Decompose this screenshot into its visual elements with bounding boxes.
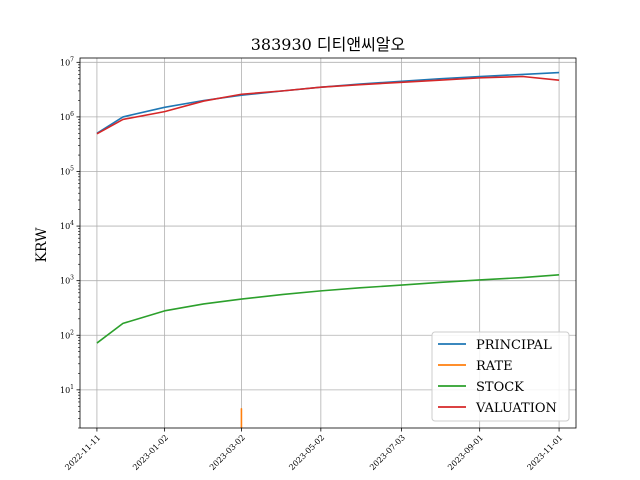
x-tick-label: 2023-07-03 xyxy=(368,433,407,472)
x-tick-label: 2023-11-01 xyxy=(526,433,565,472)
legend-label: VALUATION xyxy=(475,401,557,416)
y-tick-label: 102 xyxy=(60,329,74,340)
y-tick-label: 107 xyxy=(60,56,74,67)
legend-label: STOCK xyxy=(476,380,524,395)
y-tick-label: 104 xyxy=(60,220,74,231)
legend-label: RATE xyxy=(476,359,513,374)
y-tick-label: 105 xyxy=(60,165,74,176)
y-tick-label: 101 xyxy=(60,384,74,395)
x-tick-label: 2023-05-02 xyxy=(287,433,326,472)
x-tick-label: 2023-01-02 xyxy=(131,433,170,472)
legend: PRINCIPAL RATE STOCK VALUATION xyxy=(431,331,570,422)
y-tick-label: 103 xyxy=(60,275,74,286)
chart-title: 383930 디티앤씨알오 xyxy=(251,35,405,54)
legend-box xyxy=(431,331,570,422)
x-tick-label: 2023-09-01 xyxy=(446,433,485,472)
series-line-stock xyxy=(96,274,560,344)
y-axis-label: KRW xyxy=(34,227,50,263)
series-line-principal xyxy=(96,71,560,135)
x-tick-label: 2023-03-02 xyxy=(208,433,247,472)
series-lines xyxy=(96,71,560,428)
plot-frame xyxy=(79,57,577,429)
series-line-valuation xyxy=(96,75,560,135)
x-tick-label: 2022-11-11 xyxy=(63,433,102,472)
legend-label: PRINCIPAL xyxy=(476,338,552,353)
y-tick-label: 106 xyxy=(60,111,74,122)
